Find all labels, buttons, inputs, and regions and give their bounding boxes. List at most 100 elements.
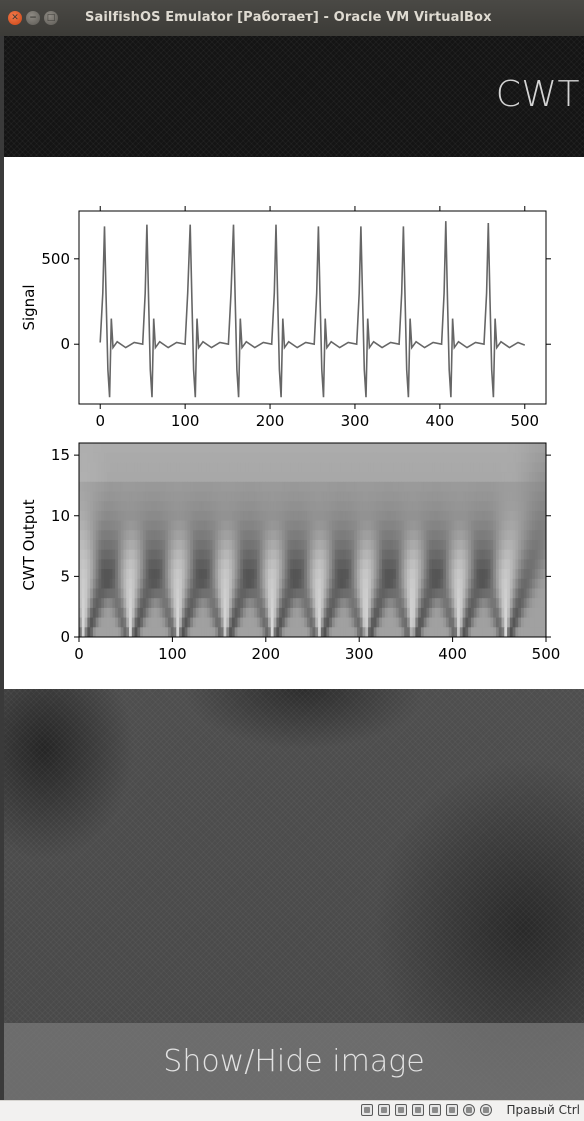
cwt-heatmap-cell [493,588,497,599]
cwt-heatmap-cell [195,578,200,590]
cwt-heatmap-cell [154,569,158,580]
cwt-heatmap-cell [148,607,152,619]
shared-folders-icon[interactable] [395,1104,407,1116]
cwt-heatmap-cell [167,462,172,473]
capture-icon[interactable] [463,1104,475,1116]
cwt-heatmap-cell [95,540,100,551]
cwt-heatmap-cell [142,501,147,512]
cwt-heatmap-cell [409,559,414,570]
cwt-heatmap-cell [412,569,416,580]
cwt-heatmap-cell [504,578,508,590]
cwt-heatmap-cell [145,491,150,502]
cwt-heatmap-cell [154,452,158,463]
cwt-heatmap-cell [237,607,241,619]
maximize-icon[interactable]: □ [44,11,58,25]
cpu-icon[interactable] [446,1104,458,1116]
cwt-heatmap-cell [79,501,83,512]
cwt-heatmap-cell [281,443,286,454]
cwt-heatmap-cell [351,578,355,590]
cwt-heatmap-cell [512,559,517,570]
cwt-heatmap-cell [184,491,189,502]
cwt-heatmap-cell [270,588,275,599]
cwt-heatmap-cell [395,481,400,493]
cwt-heatmap-cell [90,540,94,551]
cwt-heatmap-cell [520,530,525,541]
usb-icon[interactable] [429,1104,441,1116]
cwt-heatmap-cell [287,627,291,637]
hard-disk-icon[interactable] [361,1104,373,1116]
cwt-heatmap-cell [81,443,86,454]
cwt-heatmap-cell [482,530,486,541]
cwt-heatmap-cell [509,510,514,522]
cwt-heatmap-cell [304,588,308,599]
cwt-heatmap-cell [256,481,261,493]
cwt-heatmap-cell [454,588,458,599]
cwt-heatmap-cell [81,481,86,493]
cwt-heatmap-cell [434,549,439,560]
cwt-heatmap-cell [256,462,261,473]
cwt-heatmap-cell [237,530,241,541]
display-icon[interactable] [412,1104,424,1116]
cwt-heatmap-cell [515,617,519,628]
cwt-heatmap-cell [240,607,244,619]
cwt-heatmap-cell [170,472,175,483]
cwt-heatmap-cell [165,598,169,609]
cwt-heatmap-cell [306,598,311,609]
cwt-heatmap-cell [465,569,469,580]
cwt-heatmap-cell [376,588,380,599]
cwt-heatmap-cell [215,472,219,483]
show-hide-image-button[interactable]: Show/Hide image [4,1023,584,1100]
minimize-icon[interactable]: − [26,11,40,25]
cwt-heatmap-cell [487,627,492,637]
cwt-heatmap-cell [215,510,219,522]
cwt-heatmap-cell [423,510,428,522]
cwt-heatmap-cell [404,481,408,493]
cwt-heatmap-cell [376,540,380,551]
cwt-heatmap-cell [109,578,113,590]
cwt-heatmap-cell [287,530,291,541]
cwt-heatmap-cell [534,549,539,560]
cwt-heatmap-cell [443,540,447,551]
cwt-heatmap-cell [220,501,225,512]
cwt-heatmap-cell [362,578,366,590]
mouse-integration-icon[interactable] [480,1104,492,1116]
cwt-heatmap-cell [176,578,180,590]
cwt-heatmap-cell [482,510,486,522]
cwt-heatmap-cell [309,617,314,628]
cwt-heatmap-cell [337,481,341,493]
cwt-heatmap-cell [476,578,480,590]
cwt-heatmap-cell [306,530,311,541]
cwt-heatmap-cell [318,491,322,502]
close-icon[interactable]: ✕ [8,11,22,25]
cwt-heatmap-cell [165,491,169,502]
cwt-heatmap-cell [190,462,194,473]
cwt-heatmap-cell [331,559,336,570]
cwt-heatmap-cell [195,559,200,570]
cwt-heatmap-cell [429,443,433,454]
network-icon[interactable] [378,1104,390,1116]
cwt-heatmap-cell [401,627,405,637]
window-titlebar[interactable]: ✕ − □ SailfishOS Emulator [Работает] - O… [0,0,584,36]
cwt-heatmap-cell [176,627,180,637]
cwt-heatmap-cell [465,617,469,628]
cwt-heatmap-cell [354,520,358,531]
cwt-heatmap-cell [87,607,91,619]
cwt-heatmap-cell [217,617,222,628]
cwt-heatmap-cell [212,598,216,609]
cwt-heatmap-cell [437,617,441,628]
cwt-heatmap-cell [376,481,380,493]
cwt-heatmap-cell [409,607,414,619]
cwt-heatmap-cell [251,481,255,493]
cwt-heatmap-cell [204,501,208,512]
cwt-heatmap-cell [465,530,469,541]
cwt-heatmap-cell [334,598,339,609]
cwt-heatmap-cell [117,520,122,531]
cwt-heatmap-cell [520,569,525,580]
cwt-heatmap-cell [206,578,211,590]
cwt-heatmap-cell [276,617,280,628]
cwt-heatmap-cell [254,607,258,619]
cwt-heatmap-cell [104,510,108,522]
cwt-heatmap-cell [407,549,411,560]
emulator-screen[interactable]: CWT 0 100 200 300 400 500 0 500 Signal 0 100 200 300… [4,36,584,1100]
cwt-heatmap-cell [509,520,514,531]
